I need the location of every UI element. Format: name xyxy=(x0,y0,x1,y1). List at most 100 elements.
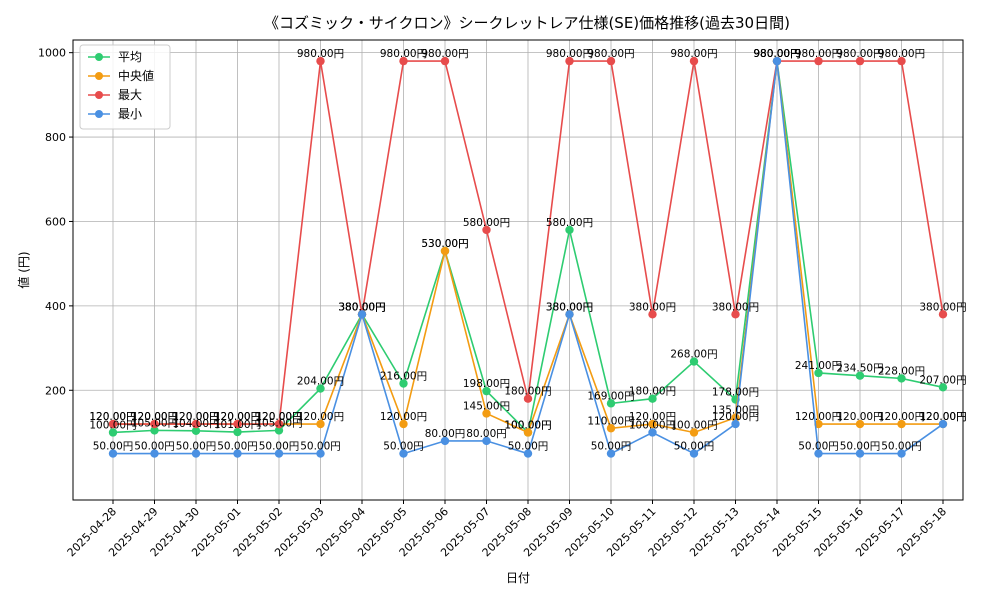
data-label: 980.00円 xyxy=(587,48,634,60)
data-label: 380.00円 xyxy=(546,301,593,313)
y-tick-label: 200 xyxy=(45,384,66,397)
data-point xyxy=(938,383,948,392)
data-label: 980.00円 xyxy=(836,48,883,60)
data-label: 241.00円 xyxy=(795,360,842,372)
data-point xyxy=(648,428,657,437)
data-label: 980.00円 xyxy=(421,48,468,60)
data-point xyxy=(316,56,325,66)
data-label: 100.00円 xyxy=(89,419,136,431)
data-label: 104.00円 xyxy=(172,418,219,430)
data-point xyxy=(523,394,533,403)
data-label: 198.00円 xyxy=(463,378,510,390)
data-label: 105.00円 xyxy=(131,417,178,429)
data-label: 135.00円 xyxy=(712,405,759,417)
data-point xyxy=(274,426,284,435)
data-point xyxy=(399,56,408,66)
data-label: 100.00円 xyxy=(670,419,717,431)
data-label: 50.00円 xyxy=(134,441,175,453)
series-layer xyxy=(108,56,948,458)
data-point xyxy=(482,386,491,396)
data-point xyxy=(772,56,782,66)
data-label: 120.00円 xyxy=(297,411,344,423)
data-label: 120.00円 xyxy=(89,411,136,423)
data-label: 50.00円 xyxy=(217,441,258,453)
data-label: 120.00円 xyxy=(712,411,759,423)
data-label: 169.00円 xyxy=(587,390,634,402)
data-point xyxy=(855,56,865,66)
data-point xyxy=(565,310,574,319)
data-label: 50.00円 xyxy=(300,441,341,453)
data-point xyxy=(897,56,906,66)
series-3 xyxy=(108,56,948,458)
x-axis-label: 日付 xyxy=(506,571,530,585)
data-point xyxy=(814,368,823,378)
data-label: 380.00円 xyxy=(338,301,385,313)
data-point xyxy=(482,436,491,446)
data-label: 80.00円 xyxy=(425,428,466,440)
data-point xyxy=(233,419,242,429)
data-point xyxy=(855,419,865,429)
data-point xyxy=(689,56,699,66)
data-label: 580.00円 xyxy=(546,217,593,229)
data-point xyxy=(150,426,159,435)
data-point xyxy=(399,379,408,388)
data-label: 530.00円 xyxy=(421,238,468,250)
data-labels: 100.00円105.00円104.00円101.00円105.00円204.0… xyxy=(89,48,966,452)
data-label: 980.00円 xyxy=(753,48,800,60)
data-label: 207.00円 xyxy=(919,374,966,386)
data-label: 178.00円 xyxy=(712,387,759,399)
data-point xyxy=(606,424,616,433)
data-point xyxy=(274,449,284,458)
legend-label: 最大 xyxy=(118,88,142,102)
chart-title: 《コズミック・サイクロン》シークレットレア仕様(SE)価格推移(過去30日間) xyxy=(264,14,790,32)
data-label: 50.00円 xyxy=(508,441,549,453)
data-point xyxy=(565,56,574,66)
data-label: 980.00円 xyxy=(297,48,344,60)
data-label: 204.00円 xyxy=(297,376,344,388)
data-point xyxy=(274,419,284,429)
data-point xyxy=(689,357,699,366)
data-label: 50.00円 xyxy=(176,441,217,453)
data-label: 980.00円 xyxy=(670,48,717,60)
data-point xyxy=(523,449,533,458)
data-point xyxy=(648,394,657,403)
data-label: 180.00円 xyxy=(504,386,551,398)
plot-frame xyxy=(72,39,964,501)
data-point xyxy=(938,310,948,319)
data-label: 980.00円 xyxy=(795,48,842,60)
data-label: 100.00円 xyxy=(504,419,551,431)
data-point xyxy=(855,449,865,458)
data-label: 120.00円 xyxy=(629,411,676,423)
legend-label: 中央値 xyxy=(118,68,154,83)
data-label: 380.00円 xyxy=(629,301,676,313)
data-label: 980.00円 xyxy=(753,48,800,60)
data-label: 50.00円 xyxy=(674,441,715,453)
data-label: 120.00円 xyxy=(919,411,966,423)
data-label: 120.00円 xyxy=(836,411,883,423)
data-point xyxy=(689,449,699,458)
data-label: 120.00円 xyxy=(131,411,178,423)
data-label: 268.00円 xyxy=(670,349,717,361)
data-point xyxy=(440,436,450,446)
y-axis: 200 400 600 800 1000 xyxy=(38,47,73,397)
data-label: 980.00円 xyxy=(878,48,925,60)
data-label: 50.00円 xyxy=(93,441,134,453)
data-label: 120.00円 xyxy=(878,411,925,423)
data-point xyxy=(731,419,740,429)
data-label: 980.00円 xyxy=(380,48,427,60)
data-label: 145.00円 xyxy=(463,400,510,412)
data-point xyxy=(648,310,657,319)
data-label: 100.00円 xyxy=(504,419,551,431)
data-point xyxy=(606,449,616,458)
data-point xyxy=(316,419,325,429)
data-label: 50.00円 xyxy=(798,441,839,453)
data-point xyxy=(731,310,740,319)
data-point xyxy=(938,419,948,429)
data-point xyxy=(482,409,491,418)
data-point xyxy=(357,310,367,319)
data-label: 50.00円 xyxy=(259,441,300,453)
data-label: 380.00円 xyxy=(712,301,759,313)
data-label: 234.50円 xyxy=(836,363,883,375)
data-point xyxy=(191,426,201,435)
